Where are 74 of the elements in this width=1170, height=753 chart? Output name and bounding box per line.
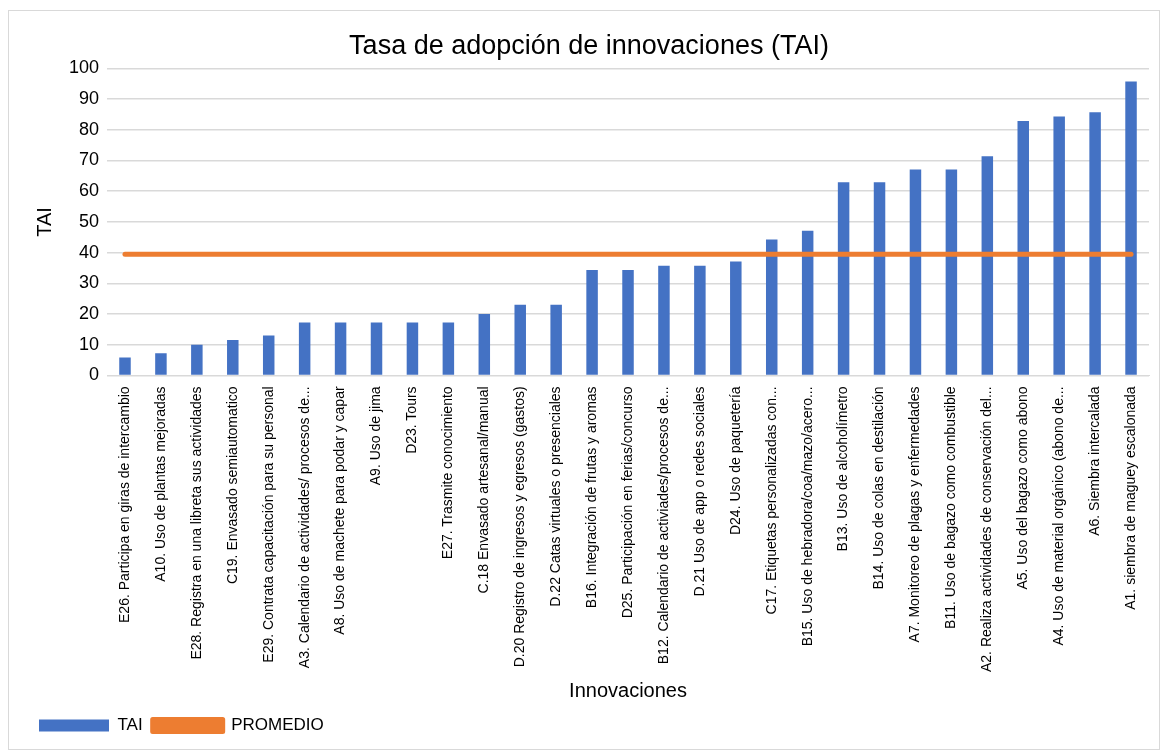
x-tick-label: D.21 Uso de app o redes sociales: [690, 386, 707, 597]
y-tick-label: 50: [79, 210, 100, 231]
bar: [1125, 81, 1137, 375]
bar: [442, 322, 455, 375]
x-tick-label: E28. Registra en una libreta sus actividades: [187, 386, 204, 660]
chart-title: Tasa de adopción de innovaciones (TAI): [349, 29, 829, 60]
legend-label: TAI: [117, 715, 143, 735]
x-tick-label: B15. Uso de hebradora/coa/mazo/acero...: [798, 386, 815, 647]
bar: [191, 344, 203, 375]
bar: [801, 230, 814, 375]
x-tick-label: D23. Tours: [403, 386, 420, 454]
bar: [370, 322, 383, 375]
x-tick-label: C17. Etiquetas personalizadas con...: [762, 386, 779, 615]
bar: [694, 265, 706, 375]
bar: [1053, 116, 1065, 375]
x-tick-label: C19. Envasado semiautomatico: [223, 386, 240, 585]
x-tick-label: E27. Trasmite conocimiento: [439, 386, 456, 560]
x-tick-label: D.22 Catas virtuales o presenciales: [547, 386, 564, 607]
y-tick-label: 90: [79, 88, 100, 109]
x-axis-title: Innovaciones: [569, 678, 687, 701]
bar: [155, 353, 167, 375]
x-tick-label: D25. Participación en ferias/concurso: [618, 386, 635, 619]
bar: [586, 270, 598, 375]
bar: [478, 314, 491, 375]
y-tick-label: 60: [79, 180, 100, 201]
bar: [730, 261, 742, 375]
y-tick-label: 80: [79, 118, 100, 139]
bar: [909, 169, 922, 375]
x-tick-label: A5. Uso del bagazo como abono: [1014, 386, 1031, 590]
bar: [873, 182, 886, 375]
bar: [658, 265, 670, 375]
bar: [119, 357, 131, 375]
x-tick-label: B16. Integración de frutas y aromas: [582, 386, 599, 609]
y-tick-label: 30: [79, 272, 100, 293]
x-tick-label: B12. Calendario de activiades/procesos de...: [654, 386, 671, 665]
bar: [1017, 120, 1029, 375]
bar: [514, 304, 526, 375]
x-tick-label: C.18 Envasado artesanal/manual: [475, 386, 492, 594]
x-tick-label: A7. Monitoreo de plagas y enfermedades: [906, 386, 923, 643]
x-tick-label: A4. Uso de material orgánico (abono de...: [1050, 386, 1067, 646]
x-tick-label: B13. Uso de alcoholímetro: [834, 386, 851, 552]
x-tick-label: D.20 Registro de ingresos y egresos (gastos): [511, 386, 528, 668]
x-tick-label: B11. Uso de bagazo como combustible: [942, 386, 959, 629]
y-tick-label: 40: [79, 241, 100, 262]
bar: [981, 156, 994, 375]
x-tick-label: A3. Calendario de actividades/ procesos de...: [295, 386, 312, 669]
x-tick-label: A8. Uso de machete para podar y capar: [331, 386, 348, 635]
x-tick-label: A6. Siembra intercalada: [1085, 386, 1102, 536]
x-tick-label: B14. Uso de colas en destilación: [870, 386, 887, 590]
bar: [406, 322, 419, 375]
y-tick-label: 70: [79, 149, 100, 170]
x-tick-label: D24. Uso de paquetería: [726, 386, 743, 536]
bar: [765, 239, 778, 375]
x-tick-label: A9. Uso de jima: [367, 386, 384, 486]
y-tick-label: 100: [68, 57, 100, 78]
y-axis-title: TAI: [32, 207, 55, 237]
bar: [837, 182, 850, 375]
bar: [1089, 112, 1101, 375]
bar: [550, 304, 562, 375]
x-tick-label: E29. Contrata capacitación para su personal: [259, 386, 276, 663]
y-tick-label: 20: [79, 302, 100, 323]
y-tick-label: 0: [89, 364, 100, 385]
legend-label: PROMEDIO: [231, 715, 324, 735]
x-tick-label: A2. Realiza actividades de conservación del...: [978, 386, 995, 672]
bar: [334, 322, 347, 375]
bar: [298, 322, 311, 375]
bar: [945, 169, 958, 375]
x-tick-label: E26. Participa en giras de intercambio: [115, 386, 132, 623]
bar: [262, 335, 275, 375]
bar: [227, 340, 239, 375]
bar: [622, 270, 634, 375]
y-tick-label: 10: [79, 333, 100, 354]
x-tick-label: A10. Uso de plantas mejoradas: [151, 386, 168, 582]
x-tick-label: A1. siembra de maguey escalonada: [1121, 386, 1138, 610]
